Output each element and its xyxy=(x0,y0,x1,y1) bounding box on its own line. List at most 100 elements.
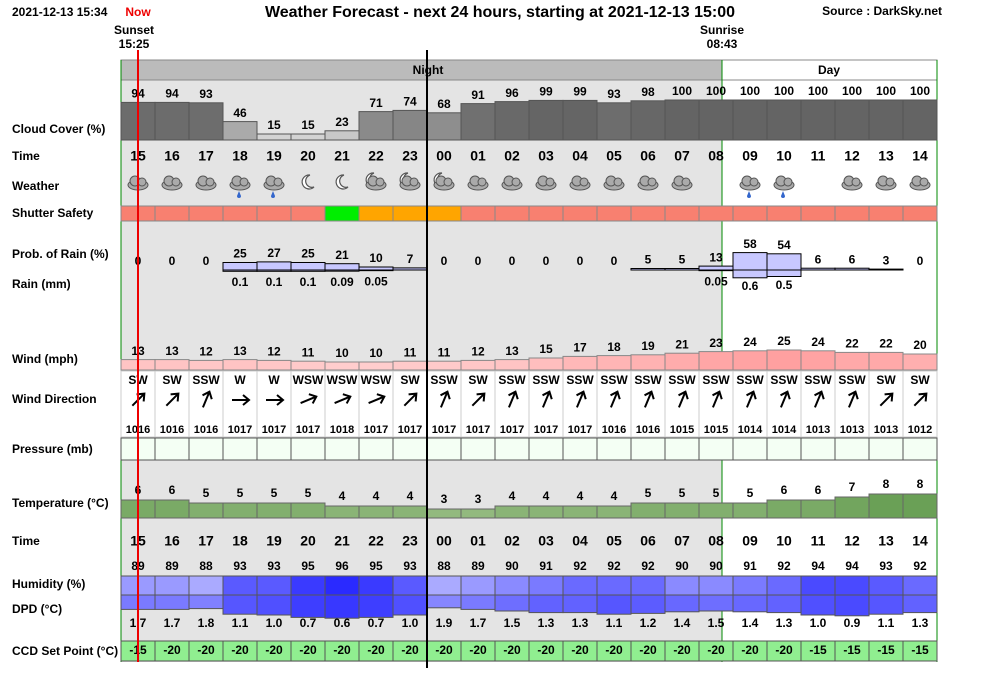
raindrop xyxy=(747,191,751,198)
pressure-value: 1013 xyxy=(840,424,864,436)
arrow-head xyxy=(542,390,553,400)
wind-bar xyxy=(834,351,870,371)
ccd-value: -20 xyxy=(639,643,657,657)
hour-label: 09 xyxy=(742,148,758,164)
cloud xyxy=(783,177,793,187)
humidity-value: 95 xyxy=(369,559,383,573)
hour-label: 18 xyxy=(232,533,248,549)
wind-value: 24 xyxy=(811,335,825,349)
wind-bar xyxy=(732,350,768,371)
timestamp: 2021-12-13 15:34 xyxy=(12,5,108,19)
sunrise-time: 08:43 xyxy=(707,37,738,51)
cloud-bar xyxy=(222,121,258,141)
rain-prob-value: 0 xyxy=(917,254,924,268)
wind-arrow xyxy=(746,390,757,408)
pressure-value: 1017 xyxy=(432,424,456,436)
cloud-bar xyxy=(562,99,598,141)
humidity-value: 93 xyxy=(403,559,417,573)
arrow-head xyxy=(136,392,146,402)
arrow-shaft xyxy=(368,396,384,404)
wind-value: 13 xyxy=(233,344,247,358)
weather-icon xyxy=(399,172,421,191)
row-label: Wind (mph) xyxy=(12,352,78,366)
wind-direction: SSW xyxy=(736,373,764,387)
pressure-value: 1015 xyxy=(704,424,728,436)
rain-prob-value: 5 xyxy=(679,253,686,267)
humidity-cell xyxy=(494,575,530,596)
temperature-bar xyxy=(664,502,700,519)
rain-prob-value: 0 xyxy=(475,254,482,268)
dpd-value: 0.9 xyxy=(844,616,861,630)
wind-arrow xyxy=(879,392,894,407)
sunset-label: Sunset xyxy=(114,23,154,37)
wind-arrow xyxy=(165,392,180,407)
rain-prob-value: 13 xyxy=(709,250,723,264)
dpd-cell xyxy=(154,594,190,610)
cloud-bar xyxy=(800,99,836,141)
cloud xyxy=(239,177,249,187)
direction-cell xyxy=(630,370,666,438)
arrow-head xyxy=(712,390,723,400)
direction-cell xyxy=(902,370,938,438)
weather-icon xyxy=(875,175,897,191)
weather-icon xyxy=(671,175,693,191)
shutter-cell xyxy=(154,205,190,222)
cloud xyxy=(749,177,759,187)
arrow-head xyxy=(814,390,825,400)
ccd-value: -20 xyxy=(367,643,385,657)
hour-label: 11 xyxy=(811,533,826,549)
direction-cell xyxy=(698,370,734,438)
temperature-value: 3 xyxy=(441,492,448,506)
humidity-value: 89 xyxy=(165,559,179,573)
temperature-value: 4 xyxy=(543,489,550,503)
arrow-shaft xyxy=(913,393,927,407)
cloud xyxy=(647,177,657,187)
hour-label: 08 xyxy=(708,148,724,164)
humidity-value: 90 xyxy=(709,559,723,573)
temperature-value: 4 xyxy=(373,489,380,503)
shutter-cell xyxy=(188,205,224,222)
ccd-value: -20 xyxy=(265,643,283,657)
shutter-cell xyxy=(324,205,360,222)
cloud-value: 71 xyxy=(369,96,383,110)
wind-value: 13 xyxy=(165,344,179,358)
cloud xyxy=(885,177,895,187)
cloud-value: 91 xyxy=(471,88,485,102)
arrow-head xyxy=(170,392,180,402)
cloud-value: 96 xyxy=(505,86,519,100)
dpd-cell xyxy=(800,594,836,616)
weather-icon xyxy=(467,175,489,191)
rain-bar xyxy=(290,269,326,272)
temperature-value: 4 xyxy=(339,489,346,503)
cloud xyxy=(137,177,147,187)
humidity-value: 95 xyxy=(301,559,315,573)
ccd-value: -20 xyxy=(197,643,215,657)
cloud-value: 100 xyxy=(740,84,760,98)
weather-icon xyxy=(637,175,659,191)
cloud-bar xyxy=(494,101,530,141)
dpd-cell xyxy=(902,594,938,614)
row-label: Time xyxy=(12,534,40,548)
arrow-shaft xyxy=(300,396,316,404)
weather-icon xyxy=(739,175,761,198)
wind-arrow xyxy=(678,390,689,408)
rain-prob-bar xyxy=(392,267,428,271)
rain-prob-value: 21 xyxy=(335,248,349,262)
shutter-cell xyxy=(494,205,530,222)
now-label: Now xyxy=(125,5,151,19)
hour-label: 14 xyxy=(912,148,928,164)
wind-value: 10 xyxy=(369,346,383,360)
pressure-cell xyxy=(562,437,598,461)
weather-icon xyxy=(161,175,183,191)
temperature-bar xyxy=(222,502,258,519)
humidity-cell xyxy=(630,575,666,596)
ccd-value: -15 xyxy=(843,643,861,657)
wind-direction: SSW xyxy=(668,373,696,387)
shutter-cell xyxy=(834,205,870,222)
shutter-cell xyxy=(392,205,428,222)
hour-label: 16 xyxy=(164,533,180,549)
row-label: Prob. of Rain (%) xyxy=(12,247,109,261)
arrow-shaft xyxy=(814,392,822,408)
humidity-value: 92 xyxy=(641,559,655,573)
